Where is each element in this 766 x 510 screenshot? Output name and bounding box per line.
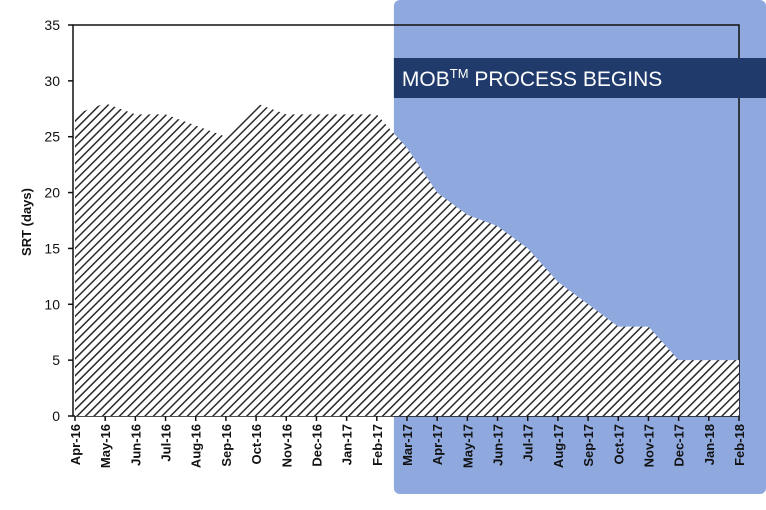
x-tick-label: May-17 (460, 424, 475, 468)
x-tick-label: Jul-16 (159, 424, 174, 462)
banner-background (393, 58, 766, 98)
x-tick-label: Dec-17 (672, 424, 687, 467)
mob-process-banner: MOBTM PROCESS BEGINS (393, 58, 766, 98)
x-tick-label: Feb-17 (370, 424, 385, 466)
y-tick-label: 20 (44, 185, 60, 201)
x-tick-label: Sep-16 (219, 424, 234, 467)
banner-text-sup: TM (450, 66, 469, 81)
x-tick-label: Nov-16 (279, 424, 294, 467)
banner-text-rest: PROCESS BEGINS (469, 68, 663, 91)
y-tick-label: 5 (52, 352, 60, 368)
x-tick-label: Sep-17 (581, 424, 596, 467)
x-tick-label: Apr-17 (430, 424, 445, 465)
x-axis: Apr-16 May-16 Jun-16 Jul-16 Aug-16 Sep-16 Oct-… (68, 416, 747, 468)
x-tick-label: Jun-16 (128, 424, 143, 466)
banner-label: MOBTM PROCESS BEGINS (402, 66, 662, 91)
x-tick-label: Jul-17 (521, 424, 536, 462)
x-tick-label: Jun-17 (491, 424, 506, 466)
banner-text-main: MOB (402, 68, 450, 91)
x-tick-label: Aug-16 (189, 424, 204, 468)
y-tick-label: 30 (44, 73, 60, 89)
y-tick-label: 15 (44, 240, 60, 256)
y-tick-label: 35 (44, 17, 60, 33)
x-tick-label: Jan-17 (340, 424, 355, 465)
x-tick-label: Oct-17 (611, 424, 626, 464)
x-tick-label: Oct-16 (249, 424, 264, 464)
y-axis: 0 5 10 15 20 25 30 35 (44, 17, 73, 424)
y-tick-label: 25 (44, 129, 60, 145)
x-tick-label: Feb-18 (732, 424, 747, 466)
srt-area (75, 103, 739, 416)
x-tick-label: Nov-17 (641, 424, 656, 467)
y-tick-label: 0 (52, 408, 60, 424)
x-tick-label: Dec-16 (309, 424, 324, 467)
x-tick-label: Mar-17 (400, 424, 415, 466)
x-tick-label: Apr-16 (68, 424, 83, 465)
x-tick-label: May-16 (98, 424, 113, 468)
x-tick-label: Jan-18 (702, 424, 717, 465)
x-tick-label: Aug-17 (551, 424, 566, 468)
y-axis-title: SRT (days) (19, 188, 34, 256)
y-tick-label: 10 (44, 296, 60, 312)
